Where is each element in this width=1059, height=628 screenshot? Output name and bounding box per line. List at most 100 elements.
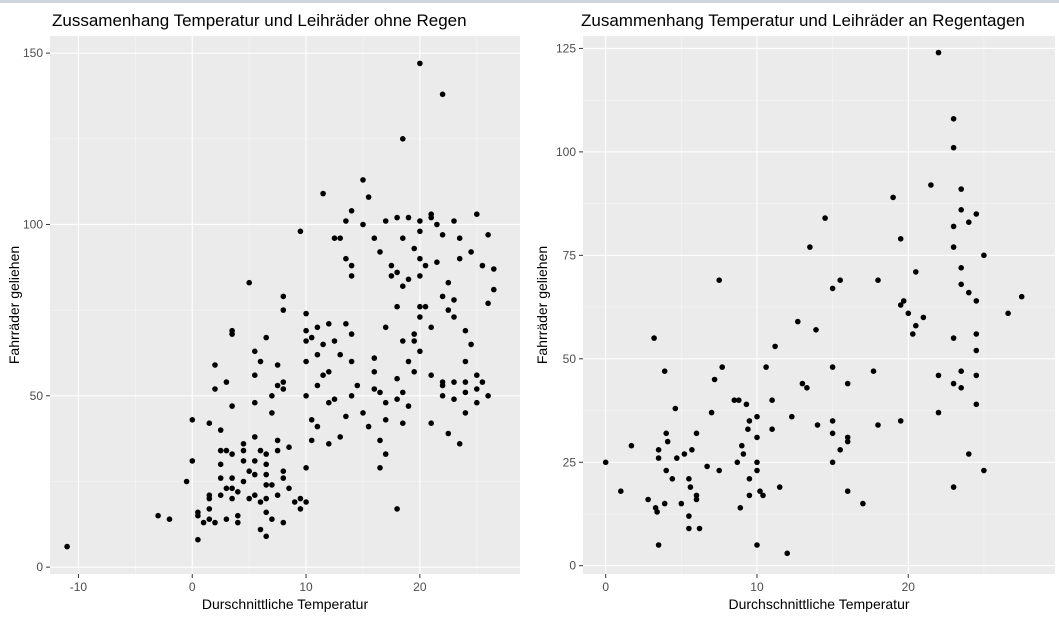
data-point xyxy=(734,459,741,466)
data-point xyxy=(958,368,964,375)
x-tick-label: -10 xyxy=(70,580,88,594)
data-point xyxy=(822,215,828,221)
data-point xyxy=(754,459,760,466)
y-tick-label: 100 xyxy=(556,145,576,159)
data-point xyxy=(451,379,457,385)
data-point xyxy=(754,467,760,474)
data-point xyxy=(314,324,321,331)
data-point xyxy=(388,273,395,279)
data-point xyxy=(664,438,671,445)
data-point xyxy=(252,471,258,478)
data-point xyxy=(183,478,190,485)
data-point xyxy=(935,49,942,56)
data-point xyxy=(235,519,241,526)
data-point xyxy=(875,422,881,428)
data-point xyxy=(257,526,264,533)
data-point xyxy=(804,385,810,391)
data-point xyxy=(973,211,980,217)
data-point xyxy=(326,441,332,447)
data-point xyxy=(252,348,258,355)
data-point xyxy=(736,397,742,404)
data-point xyxy=(439,232,446,238)
data-point xyxy=(602,459,609,466)
data-point xyxy=(286,444,292,451)
data-point xyxy=(491,286,497,293)
data-point xyxy=(269,482,275,488)
data-point xyxy=(417,348,423,355)
data-point xyxy=(263,451,270,457)
data-point xyxy=(1018,293,1025,300)
data-point xyxy=(217,427,224,433)
plot-panel-background xyxy=(50,36,520,574)
data-point xyxy=(708,409,715,416)
data-point xyxy=(303,310,309,317)
data-point xyxy=(451,396,457,403)
data-point xyxy=(212,519,218,526)
data-point xyxy=(320,190,326,197)
data-point xyxy=(445,307,452,313)
data-point xyxy=(837,447,843,453)
data-point xyxy=(286,485,292,492)
data-point xyxy=(451,297,457,303)
data-point xyxy=(365,194,372,200)
data-point xyxy=(686,476,692,482)
data-point xyxy=(303,499,309,505)
y-tick-label: 75 xyxy=(563,248,577,262)
data-point xyxy=(890,194,896,201)
data-point xyxy=(456,235,463,241)
scatter-points xyxy=(602,49,1025,557)
data-point xyxy=(829,430,836,437)
data-point xyxy=(217,461,224,468)
data-point xyxy=(628,442,635,449)
data-point xyxy=(308,334,315,341)
data-point xyxy=(618,488,624,495)
y-axis-label: Fahrräder geliehen xyxy=(534,246,550,364)
data-point xyxy=(757,488,763,495)
data-point xyxy=(746,476,753,482)
data-point xyxy=(958,385,964,391)
data-point xyxy=(913,269,919,275)
data-point xyxy=(195,512,201,519)
data-point xyxy=(200,519,207,526)
data-point xyxy=(280,386,287,392)
data-point xyxy=(789,413,795,420)
data-point xyxy=(274,447,281,454)
data-point xyxy=(950,484,957,490)
data-point xyxy=(303,393,309,399)
data-point xyxy=(320,341,326,348)
data-point xyxy=(263,495,270,502)
y-tick-label: 50 xyxy=(563,352,577,366)
data-point xyxy=(900,298,907,304)
data-point xyxy=(417,303,423,310)
data-point xyxy=(950,380,957,387)
data-point xyxy=(769,426,775,433)
data-point xyxy=(166,516,173,522)
data-point xyxy=(382,417,389,423)
data-point xyxy=(331,396,338,403)
data-point xyxy=(439,382,446,389)
data-point xyxy=(655,455,662,461)
data-point xyxy=(331,235,338,241)
data-point xyxy=(343,413,349,420)
data-point xyxy=(451,218,457,224)
data-point xyxy=(897,302,904,308)
data-point xyxy=(814,422,821,428)
data-point xyxy=(711,376,718,383)
data-point xyxy=(217,492,224,499)
data-point xyxy=(269,393,275,399)
data-point xyxy=(950,144,957,151)
data-point xyxy=(377,389,383,396)
data-point xyxy=(417,60,423,67)
data-point xyxy=(411,369,418,375)
data-point xyxy=(229,495,235,502)
data-point xyxy=(263,334,270,341)
data-point xyxy=(155,512,161,519)
data-point xyxy=(716,277,722,284)
x-tick-label: 10 xyxy=(750,580,764,594)
data-point xyxy=(280,293,287,300)
data-point xyxy=(829,418,836,424)
data-point xyxy=(651,335,657,341)
data-point xyxy=(973,347,980,354)
data-point xyxy=(966,219,972,225)
